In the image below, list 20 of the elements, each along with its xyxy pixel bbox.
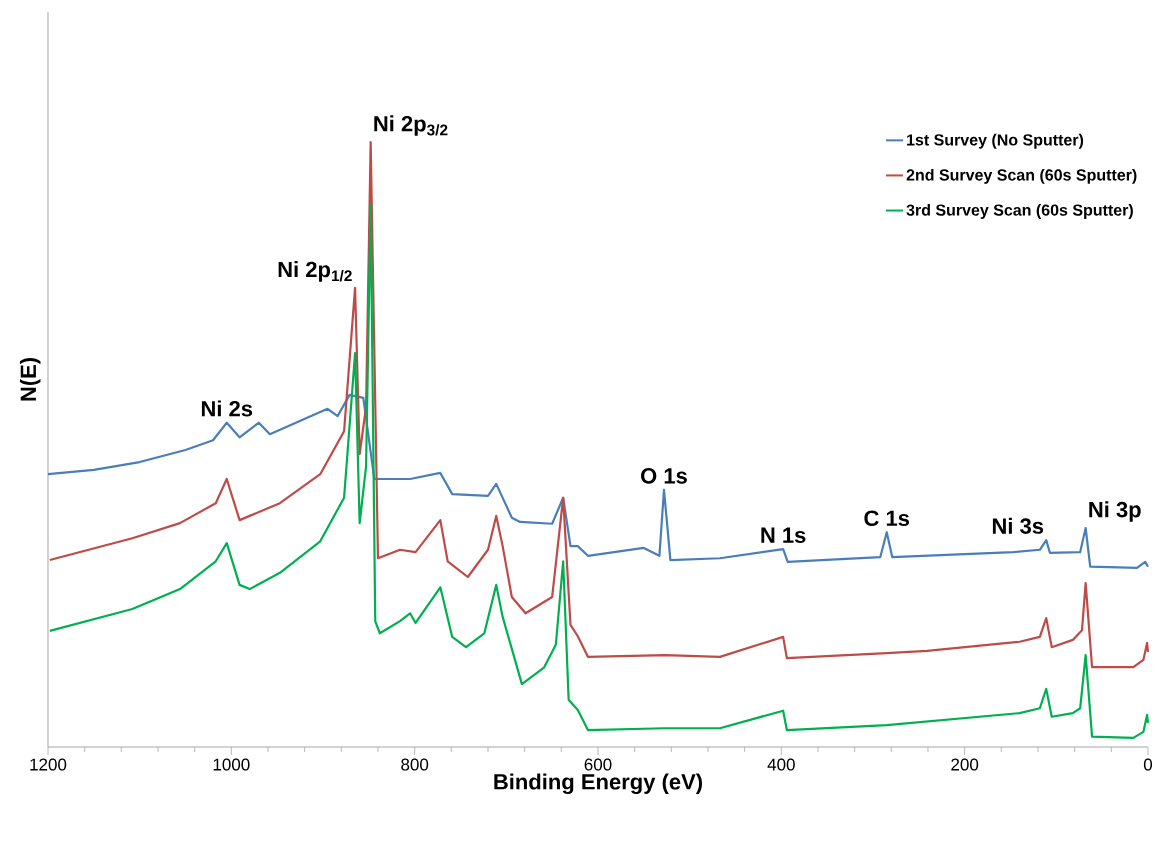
legend-label: 2nd Survey Scan (60s Sputter) bbox=[906, 168, 1137, 184]
annotation: Ni 3p bbox=[1089, 501, 1141, 522]
x-tick-label: 600 bbox=[584, 758, 612, 771]
annotation: Ni 3s bbox=[992, 517, 1044, 534]
annotation: Ni 2p$_{1/2}$ bbox=[278, 261, 352, 282]
annotation: Ni 2s bbox=[201, 400, 253, 417]
legend-label: 3rd Survey Scan (60s Sputter) bbox=[906, 203, 1133, 219]
y-axis-title: N(E) bbox=[19, 357, 41, 401]
annotation: O 1s bbox=[641, 468, 687, 484]
x-tick-label: 200 bbox=[951, 758, 979, 771]
annotation: C 1s bbox=[864, 510, 910, 527]
annotation: N 1s bbox=[761, 527, 806, 543]
x-tick-label: 0 bbox=[1143, 758, 1153, 771]
annotation: Ni 2p$_{3/2}$ bbox=[374, 115, 448, 136]
x-tick-label: 1000 bbox=[213, 758, 250, 771]
x-tick-label: 400 bbox=[767, 758, 795, 771]
legend-label: 1st Survey (No Sputter) bbox=[907, 133, 1084, 149]
x-tick-label: 1200 bbox=[30, 758, 67, 771]
x-tick-label: 800 bbox=[401, 758, 429, 771]
x-axis-title: Binding Energy (eV) bbox=[494, 773, 702, 795]
